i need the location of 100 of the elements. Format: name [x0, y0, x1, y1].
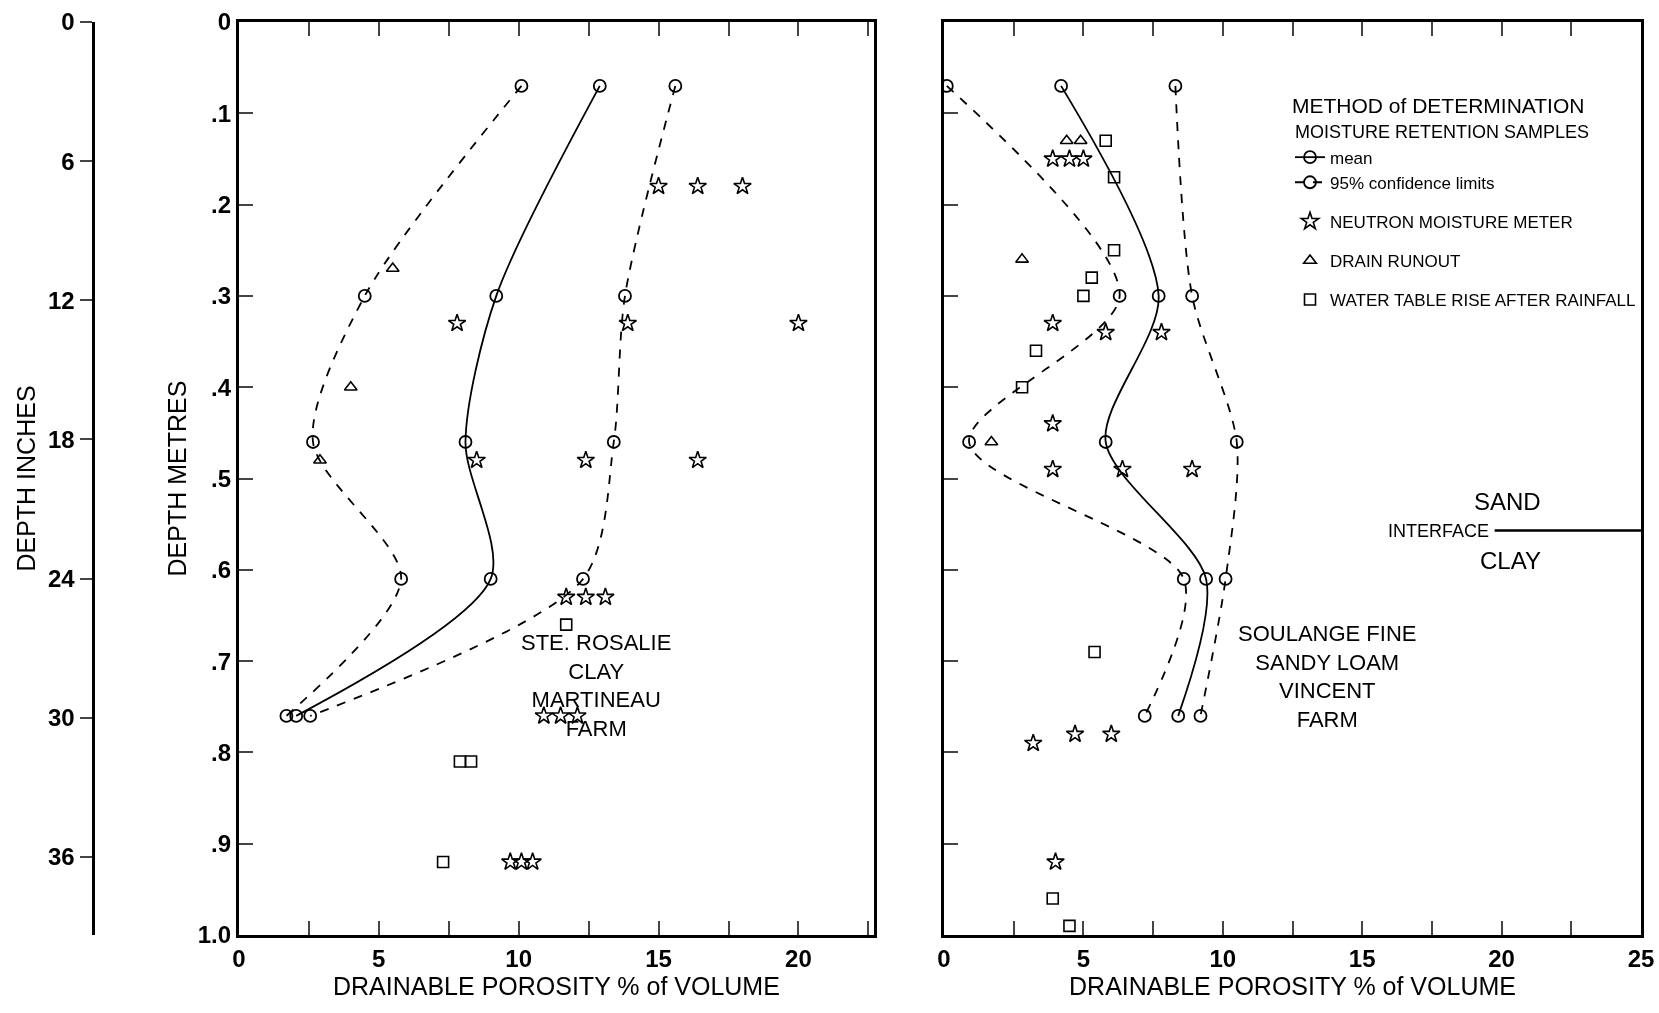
point: [618, 289, 632, 303]
annotation: MOISTURE RETENTION SAMPLES: [1295, 122, 1590, 143]
x-tick-label: 20: [785, 944, 812, 972]
point: [789, 313, 808, 332]
point: [1046, 892, 1060, 905]
point: [576, 450, 596, 469]
annotation: STE. ROSALIE CLAY MARTINEAU FARM: [521, 630, 672, 741]
point: [1043, 313, 1063, 332]
point: [1043, 459, 1063, 478]
point: [453, 755, 467, 768]
point: [576, 587, 596, 606]
point: [1085, 271, 1099, 284]
legend-title: METHOD of DETERMINATION: [1292, 94, 1585, 118]
point: [1193, 708, 1208, 723]
point: [534, 705, 554, 725]
point: [458, 435, 473, 449]
point: [483, 572, 498, 586]
x-tick-label: 10: [1209, 944, 1237, 972]
point: [1077, 289, 1090, 303]
point: [1168, 79, 1183, 93]
point: [1152, 322, 1171, 341]
y2-tick-label: 0: [61, 8, 75, 36]
point: [1054, 79, 1068, 93]
point: [1107, 170, 1121, 184]
point: [688, 176, 708, 195]
point: [1107, 243, 1121, 257]
point: [306, 435, 320, 449]
point: [1015, 380, 1029, 394]
annotation: SOULANGE FINE SANDY LOAM VINCENT FARM: [1238, 621, 1417, 732]
point: [385, 262, 400, 273]
y-tick-label: .2: [211, 191, 232, 218]
x-tick-label: 5: [372, 944, 386, 972]
point: [436, 855, 450, 869]
x-tick-label: 10: [505, 944, 532, 972]
point: [649, 176, 668, 195]
point: [303, 708, 318, 723]
point: [984, 435, 999, 446]
point: [1185, 289, 1200, 303]
point: [733, 176, 752, 195]
point: [962, 435, 976, 449]
point: [1065, 724, 1085, 743]
point: [1171, 708, 1186, 723]
point: [394, 572, 409, 586]
point: [1073, 149, 1093, 168]
ref-line-label: INTERFACE: [1388, 521, 1490, 541]
annotation: CLAY: [1480, 547, 1541, 574]
y-tick-label: .7: [211, 647, 232, 675]
y-tick-label: .5: [211, 464, 232, 492]
point: [467, 450, 487, 469]
point: [1063, 919, 1076, 933]
point: [688, 450, 708, 469]
point: [1060, 149, 1079, 168]
point: [1043, 413, 1063, 432]
point: [514, 79, 529, 93]
point: [447, 313, 467, 332]
point: [1029, 344, 1043, 357]
legend-label: NEUTRON MOISTURE METER: [1330, 212, 1573, 232]
point: [595, 587, 615, 606]
y-tick-label: .9: [211, 830, 232, 858]
point: [500, 852, 520, 871]
point: [1199, 572, 1213, 586]
legend-label: mean: [1330, 148, 1373, 168]
point: [1112, 459, 1132, 478]
point: [1043, 149, 1063, 168]
x-axis-title: DRAINABLE POROSITY % of VOLUME: [1069, 971, 1516, 1000]
point: [1182, 459, 1202, 478]
y2-tick-label: 30: [48, 704, 75, 732]
point: [1098, 435, 1113, 449]
point: [464, 755, 478, 768]
y2-tick-label: 12: [48, 286, 75, 314]
y2-tick-label: 18: [48, 425, 75, 453]
point: [343, 380, 358, 391]
y-tick-label: .8: [211, 738, 232, 766]
y-tick-label: .4: [211, 373, 232, 401]
annotation: SAND: [1474, 488, 1541, 515]
point: [1137, 708, 1152, 723]
legend-label: WATER TABLE RISE AFTER RAINFALL: [1330, 291, 1636, 311]
point: [1218, 572, 1233, 586]
x-tick-label: 15: [645, 944, 672, 972]
point: [523, 852, 543, 871]
y-tick-label: .3: [211, 282, 232, 310]
point: [1073, 134, 1088, 145]
point: [556, 587, 576, 606]
point: [1059, 134, 1074, 145]
point: [279, 708, 294, 723]
point: [1151, 289, 1166, 303]
point: [606, 435, 621, 449]
point: [576, 572, 590, 586]
legend-label: 95% confidence limits: [1330, 173, 1495, 193]
x-tick-label: 20: [1488, 944, 1515, 972]
point: [357, 289, 372, 303]
y-tick-label: .6: [211, 556, 232, 584]
point: [289, 708, 304, 723]
y2-tick-label: 24: [48, 564, 76, 592]
x-tick-label: 25: [1627, 944, 1655, 972]
point: [1088, 645, 1101, 659]
point: [618, 313, 638, 332]
y2-axis-title: DEPTH INCHES: [11, 385, 40, 572]
y2-tick-label: 6: [61, 147, 75, 175]
legend-label: DRAIN RUNOUT: [1330, 252, 1461, 272]
